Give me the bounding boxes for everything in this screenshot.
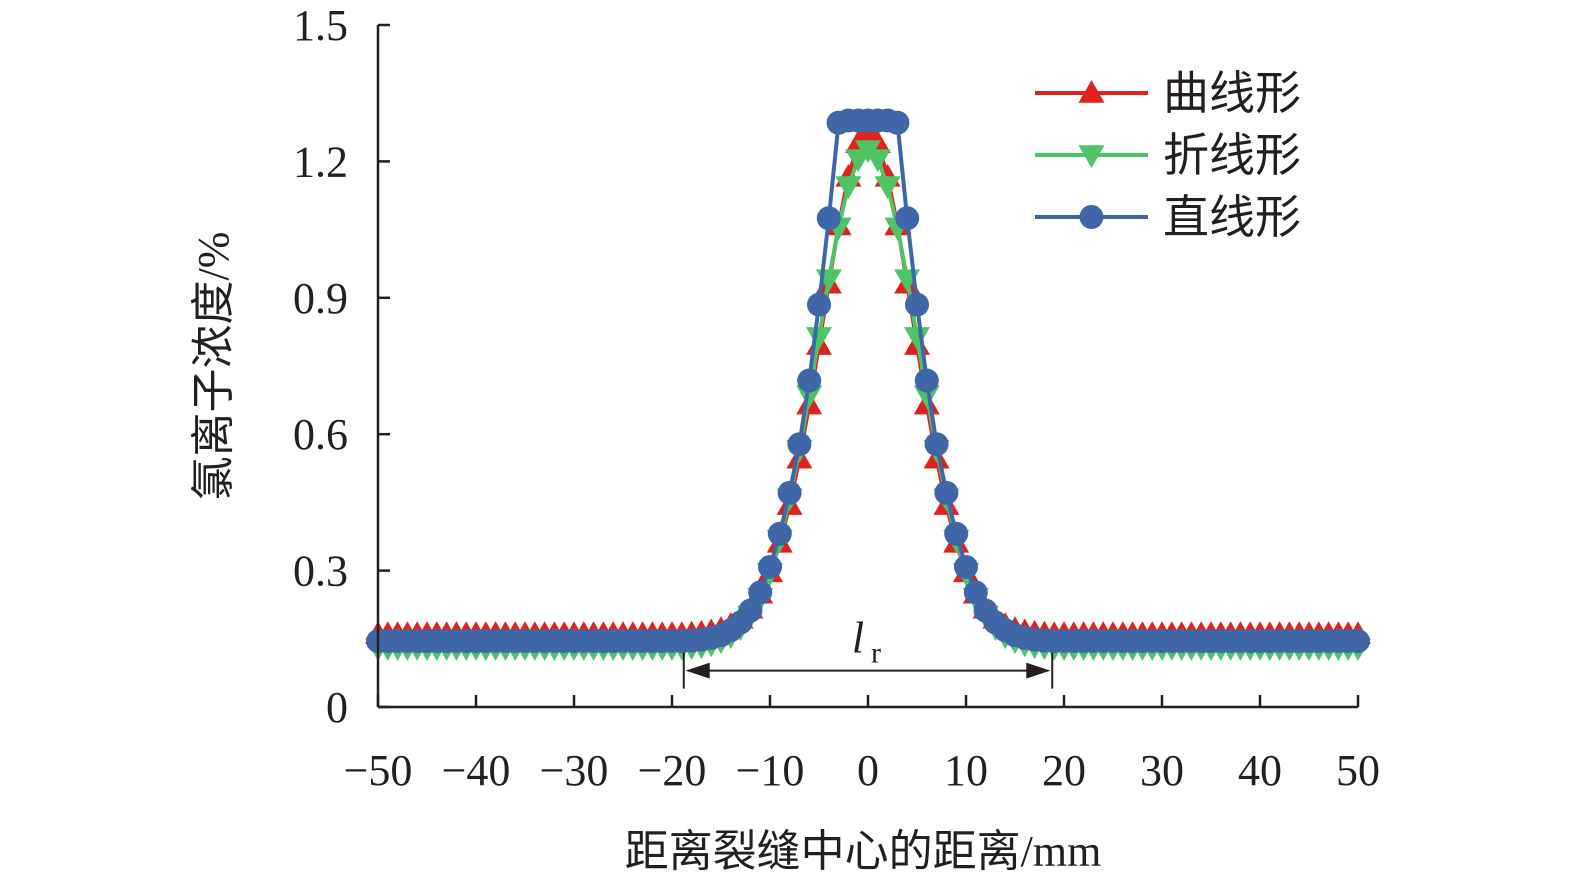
data-point (806, 327, 832, 350)
legend-entry-1: 曲线形 (1035, 68, 1301, 119)
annotation-subscript: r (871, 637, 881, 670)
x-tick-label: 10 (944, 746, 988, 795)
data-point (934, 480, 959, 505)
legend-entry-3: 直线形 (1035, 192, 1301, 243)
data-point (777, 480, 802, 505)
data-point (885, 110, 910, 135)
x-tick-label: −10 (736, 746, 805, 795)
data-point (963, 580, 988, 605)
y-tick-label: 1.2 (293, 137, 348, 186)
x-tick-label: −20 (638, 746, 707, 795)
y-axis-title: 氯离子浓度/% (189, 232, 238, 501)
data-point (954, 554, 978, 579)
data-point (807, 292, 831, 317)
axes: 0 0.3 0.6 0.9 1.2 1.5 −50 −40 −30 −20 −10 0 10 20 30 40… (293, 1, 1380, 795)
data-point (905, 292, 929, 317)
data-point (913, 385, 940, 409)
x-tick-label: 20 (1042, 746, 1086, 795)
data-point (895, 206, 920, 231)
x-tick-label: −30 (540, 746, 609, 795)
data-point (758, 554, 782, 579)
data-point (748, 580, 773, 605)
data-point (864, 149, 891, 173)
data-point (924, 432, 949, 457)
legend-label: 曲线形 (1163, 68, 1301, 119)
data-point (738, 598, 763, 623)
data-point (787, 432, 812, 457)
y-tick-label: 0.6 (293, 410, 348, 459)
y-tick-label: 0.3 (293, 547, 348, 596)
y-tick-label: 0.9 (293, 274, 348, 323)
data-point (1346, 629, 1370, 654)
data-point (835, 176, 862, 199)
legend-marker (1079, 205, 1104, 229)
data-point (796, 385, 823, 409)
annotation-label: l (852, 614, 864, 663)
legend-label: 直线形 (1163, 192, 1301, 243)
series-3 (366, 108, 1370, 654)
legend-marker (1078, 145, 1105, 168)
x-axis-title: 距离裂缝中心的距离/mm (625, 827, 1102, 876)
x-tick-label: 40 (1238, 746, 1282, 795)
annotation-left-arrowhead (685, 662, 710, 679)
data-point (767, 521, 792, 546)
x-tick-label: −50 (344, 746, 413, 795)
x-tick-label: 50 (1336, 746, 1380, 795)
data-point (944, 521, 969, 546)
series-layer (365, 108, 1371, 661)
data-point (904, 327, 930, 350)
x-tick-label: −40 (442, 746, 511, 795)
data-point (816, 206, 841, 231)
legend-marker (1078, 80, 1105, 103)
data-point (914, 368, 939, 393)
y-tick-label: 1.5 (293, 1, 348, 50)
legend-label: 折线形 (1163, 130, 1301, 181)
y-tick-label: 0 (326, 683, 348, 732)
x-tick-label: 0 (857, 746, 879, 795)
legend-entry-2: 折线形 (1035, 130, 1301, 181)
data-point (874, 176, 901, 199)
data-point (797, 368, 822, 393)
x-tick-label: 30 (1140, 746, 1184, 795)
annotation-right-arrowhead (1026, 662, 1051, 679)
